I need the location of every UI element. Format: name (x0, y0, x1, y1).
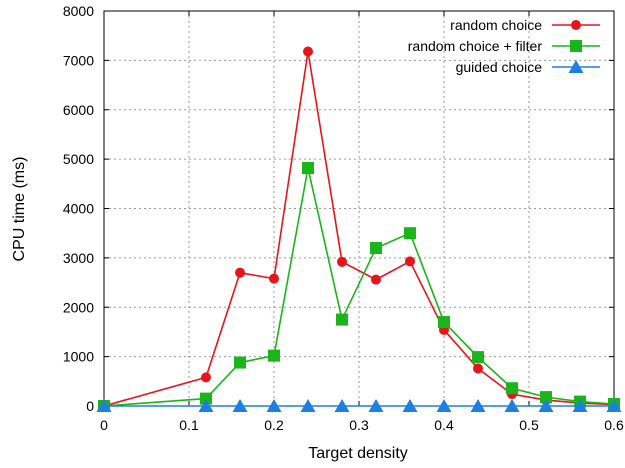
y-tick-label: 7000 (63, 52, 94, 68)
y-tick-label: 0 (86, 398, 94, 414)
data-point (96, 399, 112, 412)
y-tick-label: 3000 (63, 250, 94, 266)
data-point (404, 227, 416, 240)
x-tick-label: 0.4 (434, 417, 454, 433)
x-tick-label: 0.3 (349, 417, 369, 433)
data-point (402, 399, 418, 412)
data-point (337, 256, 347, 267)
legend-label: random choice + filter (408, 38, 543, 54)
data-point (266, 399, 282, 412)
data-point (334, 399, 350, 412)
data-point (268, 349, 280, 362)
data-point (371, 274, 381, 285)
y-axis-title: CPU time (ms) (11, 157, 28, 262)
data-point (473, 363, 483, 374)
y-tick-label: 6000 (63, 102, 94, 118)
legend: random choice random choice + filter guide… (408, 17, 600, 75)
x-tick-label: 0.2 (264, 417, 284, 433)
grid (104, 11, 614, 406)
data-point (198, 399, 214, 412)
x-tick-label: 0.5 (519, 417, 539, 433)
data-point (269, 273, 279, 284)
data-point (235, 267, 245, 278)
data-point (538, 399, 554, 412)
y-tick-label: 4000 (63, 201, 94, 217)
x-tick-label: 0.6 (604, 417, 624, 433)
data-point (472, 351, 484, 364)
data-point (336, 313, 348, 326)
series-layer (96, 46, 622, 412)
data-point (201, 372, 211, 383)
series-2 (98, 162, 620, 412)
x-tick-label: 0.1 (179, 417, 199, 433)
data-point (506, 382, 518, 395)
y-tick-label: 5000 (63, 151, 94, 167)
axes: 0 0.1 0.2 0.3 0.4 0.5 0.6 0 1000 2000 3000 4000 5000… (63, 3, 624, 433)
data-point (470, 399, 486, 412)
data-point (302, 162, 314, 175)
legend-marker (570, 40, 582, 52)
data-point (405, 256, 415, 267)
x-axis-title: Target density (308, 445, 408, 462)
data-point (370, 242, 382, 254)
x-tick-label: 0 (100, 417, 108, 433)
legend-marker (568, 60, 584, 73)
data-point (436, 399, 452, 412)
data-point (300, 399, 316, 412)
data-point (572, 399, 588, 412)
series-3 (96, 399, 622, 412)
data-point (303, 46, 313, 57)
data-point (200, 392, 212, 405)
data-point (606, 399, 622, 412)
legend-item: random choice (450, 17, 600, 33)
data-point (504, 399, 520, 412)
legend-item: guided choice (456, 59, 600, 75)
y-tick-label: 2000 (63, 299, 94, 315)
data-point (232, 399, 248, 412)
y-tick-label: 1000 (63, 349, 94, 365)
y-tick-label: 8000 (63, 3, 94, 19)
legend-marker (571, 20, 581, 30)
data-point (438, 316, 450, 329)
data-point (540, 391, 552, 404)
legend-item: random choice + filter (408, 38, 600, 54)
data-point (368, 399, 384, 412)
data-point (234, 356, 246, 369)
legend-label: guided choice (456, 59, 543, 75)
legend-label: random choice (450, 17, 542, 33)
